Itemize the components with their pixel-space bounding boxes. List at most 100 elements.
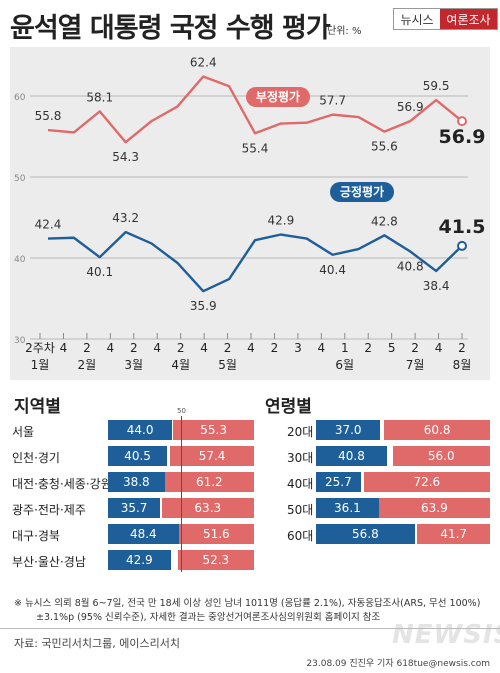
negative-bar: 41.7 bbox=[417, 524, 490, 544]
positive-bar: 42.9 bbox=[108, 550, 171, 570]
x-tick-label: 3 bbox=[294, 341, 302, 355]
negative-bar: 60.8 bbox=[384, 420, 490, 440]
x-tick-label: 2 bbox=[458, 341, 466, 355]
x-tick-label: 2 bbox=[364, 341, 372, 355]
x-month-label: 6월 bbox=[335, 358, 354, 372]
data-label: 57.7 bbox=[319, 94, 346, 108]
y-tick-label: 40 bbox=[14, 255, 26, 265]
data-label: 59.5 bbox=[423, 79, 450, 93]
negative-latest-value: 56.9 bbox=[439, 126, 486, 148]
x-tick-label: 2 bbox=[130, 341, 138, 355]
line-chart: 30 40 50 60 2주차 4 2 4 2 4 2 4 2 4 2 3 4 1 2 5 2 4 2 1월 2월 3월 4월 5월 6… bbox=[14, 56, 486, 372]
bar-category-label: 30대 bbox=[287, 451, 314, 465]
positive-legend-tag bbox=[330, 182, 394, 202]
y-tick-label: 30 bbox=[14, 336, 26, 346]
bar-category-label: 부산·울산·경남 bbox=[12, 555, 86, 569]
negative-bar: 51.6 bbox=[178, 524, 254, 544]
series-end-point bbox=[457, 116, 467, 127]
unit-label: 단위: % bbox=[327, 26, 362, 37]
positive-bar: 56.8 bbox=[316, 524, 415, 544]
region-section-title: 지역별 bbox=[14, 397, 61, 417]
x-tick-label: 4 bbox=[247, 341, 255, 355]
positive-bar: 40.8 bbox=[316, 446, 387, 466]
source-text: 자료: 국민리서치그룹, 에이스리서치 bbox=[14, 637, 180, 650]
data-label: 40.1 bbox=[86, 265, 113, 279]
data-label: 42.8 bbox=[371, 214, 398, 228]
negative-bar: 61.2 bbox=[164, 472, 254, 492]
survey-note-2: ±3.1%p (95% 신뢰수준), 자세한 결과는 중앙선거여론조사심의위원회… bbox=[36, 612, 381, 623]
positive-latest-value: 41.5 bbox=[439, 216, 486, 238]
positive-bar: 35.7 bbox=[108, 498, 161, 518]
x-tick-label: 4 bbox=[200, 341, 208, 355]
negative-bar: 72.6 bbox=[363, 472, 490, 492]
x-tick-label: 4 bbox=[60, 341, 68, 355]
data-label: 35.9 bbox=[190, 299, 217, 313]
bar-category-label: 대구·경북 bbox=[12, 529, 60, 543]
data-label: 43.2 bbox=[112, 211, 139, 225]
brand-badge: 뉴시스 여론조사 bbox=[393, 8, 498, 30]
x-month-label: 7월 bbox=[406, 358, 425, 372]
bar-category-label: 40대 bbox=[287, 477, 314, 491]
data-label: 38.4 bbox=[423, 279, 450, 293]
x-tick-label: 4 bbox=[107, 341, 115, 355]
x-tick-label: 2 bbox=[224, 341, 232, 355]
data-label: 56.9 bbox=[397, 100, 424, 114]
negative-bar: 52.3 bbox=[177, 550, 254, 570]
series-end-point bbox=[457, 240, 467, 251]
data-label: 40.4 bbox=[319, 263, 346, 277]
brand-poll: 여론조사 bbox=[440, 9, 497, 29]
negative-bar: 63.3 bbox=[161, 498, 254, 518]
positive-bar: 38.8 bbox=[108, 472, 165, 492]
bar-category-label: 50대 bbox=[287, 503, 314, 517]
fifty-percent-line bbox=[181, 416, 182, 572]
data-label: 55.4 bbox=[242, 141, 269, 155]
x-month-label: 4월 bbox=[171, 358, 190, 372]
x-tick-label: 2 bbox=[83, 341, 91, 355]
x-month-label: 1월 bbox=[31, 358, 50, 372]
x-tick-label: 4 bbox=[435, 341, 443, 355]
x-tick-label: 2 bbox=[411, 341, 419, 355]
footer-divider bbox=[0, 628, 500, 629]
data-label: 42.9 bbox=[268, 214, 295, 228]
positive-bar: 36.1 bbox=[316, 498, 379, 518]
negative-bar: 56.0 bbox=[392, 446, 490, 466]
newsis-watermark: NEWSIS bbox=[392, 620, 500, 650]
x-tick-label: 2 bbox=[271, 341, 279, 355]
data-label: 55.8 bbox=[35, 109, 62, 123]
negative-bar: 57.4 bbox=[170, 446, 254, 466]
credit-text: 23.08.09 진진우 기자 618tue@newsis.com bbox=[306, 659, 490, 669]
positive-bar: 37.0 bbox=[316, 420, 381, 440]
series-line-positive bbox=[47, 230, 463, 293]
survey-note-1: ※ 뉴시스 의뢰 8월 6~7일, 전국 만 18세 이상 성인 남녀 1011… bbox=[14, 598, 481, 609]
x-month-label: 3월 bbox=[124, 358, 143, 372]
x-tick-label: 5 bbox=[388, 341, 396, 355]
positive-legend-label: 긍정평가 bbox=[340, 184, 384, 199]
y-tick-label: 60 bbox=[14, 93, 26, 103]
negative-bar: 63.9 bbox=[378, 498, 490, 518]
negative-legend-tag bbox=[246, 87, 310, 107]
data-label: 54.3 bbox=[112, 150, 139, 164]
negative-legend-label: 부정평가 bbox=[256, 89, 300, 104]
bar-category-label: 광주·전라·제주 bbox=[12, 503, 86, 517]
bar-category-label: 대전·충청·세종·강원 bbox=[12, 477, 112, 491]
bar-category-label: 60대↑ bbox=[287, 529, 324, 543]
positive-bar: 44.0 bbox=[108, 420, 173, 440]
x-month-label: 5월 bbox=[218, 358, 237, 372]
data-label: 55.6 bbox=[371, 140, 398, 154]
x-tick-label: 1 bbox=[341, 341, 349, 355]
series-line-negative bbox=[47, 75, 463, 144]
x-tick-label: 2주차 bbox=[25, 341, 55, 355]
age-section-title: 연령별 bbox=[265, 397, 312, 417]
bar-category-label: 20대 bbox=[287, 425, 314, 439]
brand-newsis: 뉴시스 bbox=[394, 9, 440, 29]
data-label: 42.4 bbox=[35, 218, 62, 232]
x-month-label: 2월 bbox=[78, 358, 97, 372]
x-month-label: 8월 bbox=[453, 358, 472, 372]
x-tick-label: 4 bbox=[153, 341, 161, 355]
bar-category-label: 서울 bbox=[12, 425, 35, 439]
negative-bar: 55.3 bbox=[173, 420, 254, 440]
page-title: 윤석열 대통령 국정 수행 평가 bbox=[10, 13, 331, 44]
data-label: 62.4 bbox=[190, 56, 217, 70]
y-tick-label: 50 bbox=[14, 174, 26, 184]
fifty-percent-label: 50 bbox=[177, 407, 186, 415]
